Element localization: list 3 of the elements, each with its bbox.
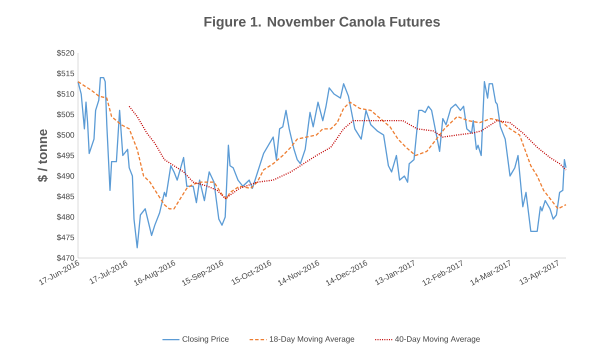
chart-title: Figure 1. November Canola Futures <box>204 16 440 30</box>
y-axis-title: $ / tonne <box>37 129 48 182</box>
line-series <box>77 76 567 248</box>
